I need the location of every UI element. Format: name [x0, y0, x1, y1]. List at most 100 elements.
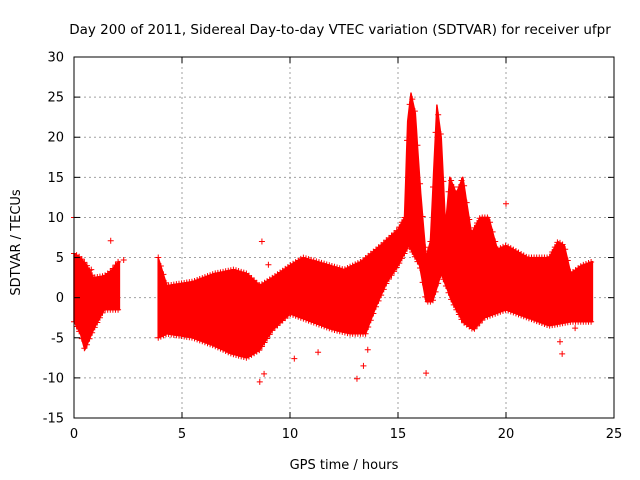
data-point	[419, 279, 426, 286]
data-point	[564, 257, 571, 264]
data-point-outlier	[258, 238, 265, 245]
data-point	[81, 259, 88, 266]
data-point	[238, 353, 245, 360]
x-tick-label: 25	[606, 427, 623, 442]
data-point	[489, 228, 496, 235]
data-point	[352, 261, 359, 268]
data-point	[188, 334, 195, 341]
data-point	[448, 296, 455, 303]
data-point	[512, 248, 519, 255]
data-point	[331, 263, 338, 270]
data-point	[481, 314, 488, 321]
data-point	[588, 318, 595, 325]
data-point	[520, 252, 527, 259]
data-point	[429, 183, 436, 190]
data-point-outlier	[360, 362, 367, 369]
data-point	[414, 142, 421, 149]
data-point	[207, 272, 214, 279]
data-point-outlier	[423, 370, 430, 377]
data-point	[453, 306, 460, 313]
data-point	[544, 254, 551, 261]
data-point	[302, 255, 309, 262]
data-point	[199, 338, 206, 345]
data-point	[287, 310, 294, 317]
data-point	[220, 346, 227, 353]
data-point	[401, 214, 408, 221]
data-point	[393, 264, 400, 271]
data-point	[331, 327, 338, 334]
data-point	[83, 262, 90, 269]
data-point	[81, 345, 88, 352]
data-point	[354, 260, 361, 267]
data-point	[112, 262, 119, 269]
data-point-outlier	[265, 261, 272, 268]
x-axis-label: GPS time / hours	[290, 458, 399, 473]
data-point-outlier	[120, 256, 127, 263]
data-point	[214, 269, 221, 276]
data-point	[305, 317, 312, 324]
data-point	[502, 242, 509, 249]
data-point	[499, 243, 506, 250]
data-point	[188, 278, 195, 285]
axis-ticks: 0 5 10 15 20 25 -15 -10 -5 0 5 10 15 20 25 30	[43, 51, 623, 443]
data-point	[305, 256, 312, 263]
data-point	[326, 262, 333, 269]
data-point	[554, 239, 561, 246]
data-point	[442, 282, 449, 289]
data-point	[233, 267, 239, 274]
data-point	[297, 255, 304, 262]
data-point	[321, 260, 328, 267]
data-point	[487, 219, 494, 226]
data-point	[99, 273, 106, 280]
data-point	[191, 335, 198, 342]
grid	[74, 57, 614, 418]
data-point	[471, 325, 478, 332]
data-point	[318, 322, 325, 329]
data-point	[238, 268, 245, 275]
data-point	[435, 280, 442, 287]
data-point	[225, 349, 232, 356]
data-point	[235, 268, 242, 275]
data-point	[474, 220, 481, 227]
data-point	[507, 245, 514, 252]
data-point	[445, 188, 452, 195]
data-point	[157, 333, 164, 340]
data-point	[292, 312, 299, 319]
data-point	[227, 350, 234, 357]
y-tick-label: -15	[43, 412, 64, 427]
data-point	[230, 266, 237, 273]
data-point	[269, 327, 276, 334]
data-points	[71, 92, 595, 385]
data-point	[300, 315, 307, 322]
data-point	[217, 345, 224, 352]
data-point	[365, 324, 372, 331]
y-tick-label: 25	[47, 91, 64, 106]
data-point	[212, 343, 219, 350]
data-point	[391, 268, 398, 275]
data-point	[196, 276, 203, 283]
data-point	[209, 342, 216, 349]
data-point	[155, 334, 162, 341]
data-point	[520, 313, 527, 320]
data-point-outlier	[291, 355, 298, 362]
data-point	[310, 319, 317, 326]
data-point	[398, 219, 405, 226]
y-tick-label: 30	[47, 51, 64, 66]
data-point	[417, 180, 424, 187]
data-point	[409, 248, 416, 255]
data-point	[160, 271, 167, 278]
data-point-outlier	[88, 266, 95, 273]
data-point	[476, 215, 483, 222]
data-point	[91, 324, 98, 331]
data-point-outlier	[572, 325, 579, 332]
data-point	[533, 318, 540, 325]
data-point	[194, 277, 201, 284]
data-point	[367, 317, 374, 324]
data-point	[502, 306, 509, 313]
data-point	[466, 216, 473, 223]
data-point	[256, 282, 263, 289]
data-point	[424, 248, 431, 255]
data-point-outlier	[261, 370, 268, 377]
data-point	[404, 137, 411, 144]
data-point	[318, 259, 325, 266]
